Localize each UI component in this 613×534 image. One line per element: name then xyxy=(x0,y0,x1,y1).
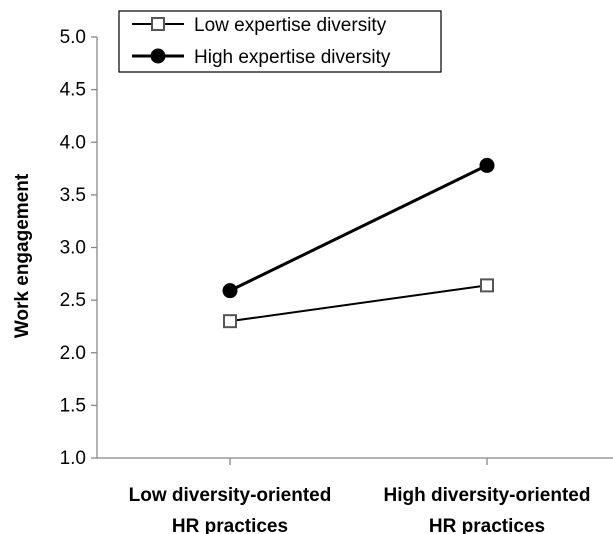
x-category-label: High diversity-oriented xyxy=(384,485,591,506)
y-tick-label: 4.0 xyxy=(60,132,86,153)
x-ticks: Low diversity-oriented HR practices High d… xyxy=(129,458,591,534)
series-line-high-expertise xyxy=(229,164,488,293)
series-line-low-expertise xyxy=(229,284,488,323)
legend-label-low: Low expertise diversity xyxy=(194,15,387,36)
y-tick-label: 2.5 xyxy=(60,290,86,311)
x-category-label: HR practices xyxy=(172,516,288,534)
data-point-low-expertise xyxy=(480,278,494,293)
series-layer xyxy=(222,157,495,329)
legend-marker-low xyxy=(151,17,165,31)
y-axis-title: Work engagement xyxy=(12,173,33,338)
y-tick-label: 4.5 xyxy=(60,80,86,101)
data-point-low-expertise xyxy=(223,314,237,329)
legend-box xyxy=(118,10,442,73)
y-tick-label: 3.5 xyxy=(60,185,86,206)
legend: Low expertise diversity High expertise d… xyxy=(118,10,442,73)
x-category-label: Low diversity-oriented xyxy=(129,485,332,506)
y-tick-label: 1.0 xyxy=(60,448,86,469)
y-tick-label: 3.0 xyxy=(60,238,86,259)
legend-item-low: Low expertise diversity xyxy=(132,15,387,36)
y-tick-label: 5.0 xyxy=(60,27,86,48)
y-ticks: 1.0 1.5 2.0 2.5 3.0 3.5 4.0 4.5 5.0 xyxy=(60,27,97,469)
y-tick-label: 2.0 xyxy=(60,343,86,364)
data-point-high-expertise xyxy=(479,157,495,173)
x-category-label: HR practices xyxy=(429,516,545,534)
legend-label-high: High expertise diversity xyxy=(194,47,391,68)
data-point-high-expertise xyxy=(222,283,238,299)
legend-marker-high xyxy=(150,48,166,64)
y-tick-label: 1.5 xyxy=(60,395,86,416)
legend-item-high: High expertise diversity xyxy=(132,47,391,68)
